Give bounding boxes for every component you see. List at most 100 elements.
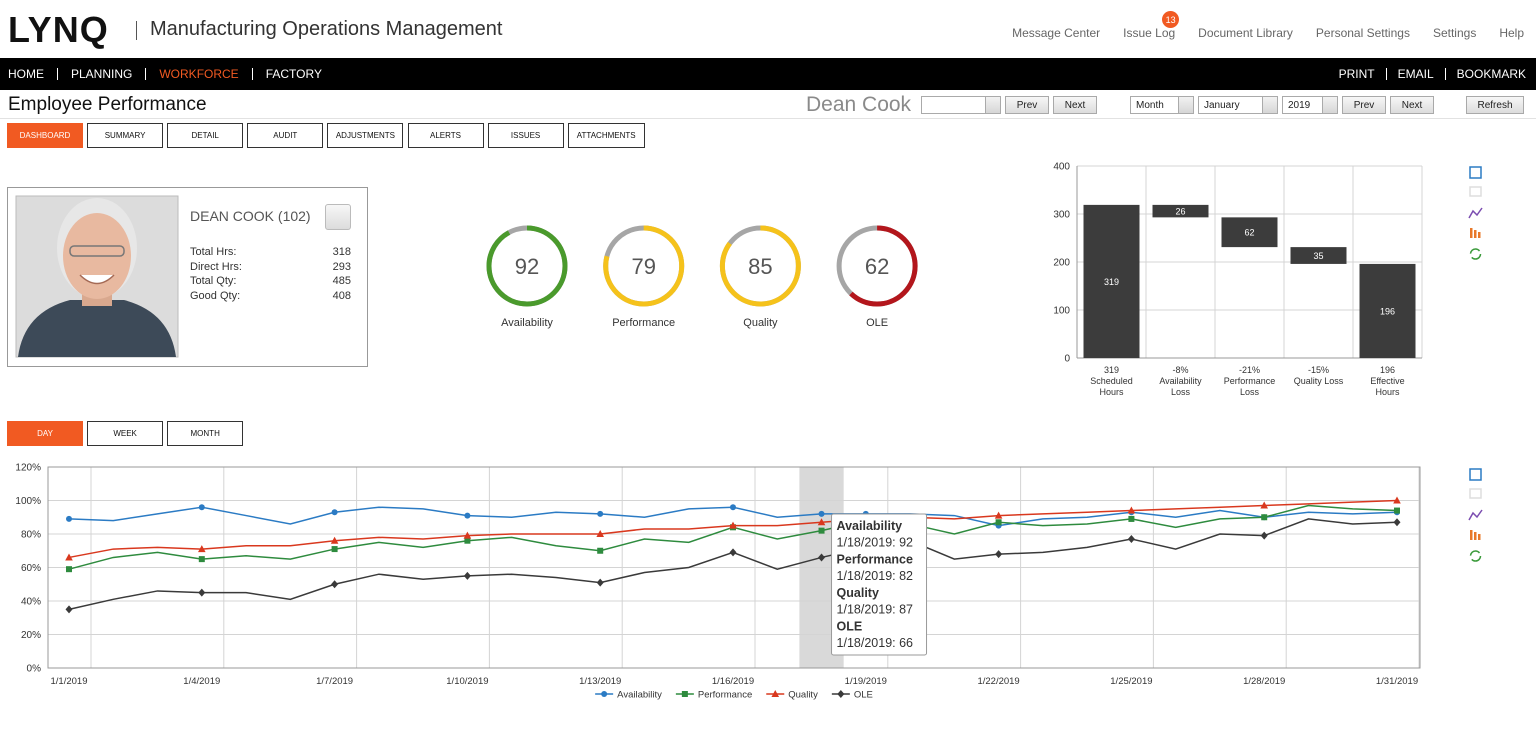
employee-select[interactable] bbox=[921, 96, 1001, 114]
marker bbox=[198, 588, 206, 597]
prev-button[interactable]: Prev bbox=[1342, 96, 1386, 114]
nav-item[interactable]: BOOKMARK bbox=[1444, 68, 1526, 80]
stat-value: 485 bbox=[332, 275, 351, 288]
x-tick-label: Scheduled Hours bbox=[1090, 376, 1133, 397]
nav-item[interactable]: FACTORY bbox=[251, 68, 335, 80]
tab[interactable]: WEEK bbox=[87, 421, 164, 446]
month-select[interactable]: January bbox=[1198, 96, 1278, 114]
y-tick-label: 20% bbox=[21, 630, 41, 641]
nav-bar bbox=[0, 58, 1536, 90]
gauge-label: Quality bbox=[743, 317, 778, 329]
marker bbox=[994, 511, 1003, 519]
refresh-button[interactable]: Refresh bbox=[1466, 96, 1524, 114]
icon-line bbox=[1468, 509, 1483, 521]
y-tick-label: 100 bbox=[1053, 306, 1070, 317]
next-button[interactable]: Next bbox=[1390, 96, 1434, 114]
marker bbox=[330, 536, 339, 544]
header-link[interactable]: Message Center bbox=[1012, 26, 1101, 40]
tooltip-name: Quality bbox=[837, 586, 879, 600]
marker bbox=[1128, 515, 1135, 522]
tab[interactable]: ALERTS bbox=[407, 123, 484, 148]
marker bbox=[463, 571, 471, 580]
period-select[interactable]: Month bbox=[1130, 96, 1194, 114]
x-tick-label: 1/19/2019 bbox=[845, 676, 887, 687]
marker bbox=[601, 691, 608, 697]
stat-label: Total Qty: bbox=[190, 275, 237, 288]
series-line bbox=[68, 504, 1398, 570]
employee-photo bbox=[15, 195, 179, 358]
icon-bar bbox=[1470, 530, 1473, 540]
prev-button[interactable]: Prev bbox=[1005, 96, 1049, 114]
employee-label: DEAN COOK (102) bbox=[190, 208, 311, 224]
marker bbox=[66, 566, 72, 573]
tab[interactable]: ISSUES bbox=[487, 123, 564, 148]
bar bbox=[1290, 247, 1347, 264]
marker bbox=[596, 578, 604, 587]
marker bbox=[65, 605, 73, 614]
tab[interactable]: SUMMARY bbox=[87, 123, 164, 148]
y-tick-label: 300 bbox=[1053, 210, 1070, 221]
app-title: Manufacturing Operations Management bbox=[150, 18, 503, 40]
data-label: 35 bbox=[1313, 251, 1323, 261]
tab[interactable]: DASHBOARD bbox=[7, 123, 83, 148]
stat-value: 293 bbox=[332, 260, 351, 273]
marker bbox=[817, 518, 826, 526]
icon-bar bbox=[1470, 228, 1473, 238]
stat-label: Total Hrs: bbox=[190, 246, 237, 258]
marker bbox=[198, 504, 205, 511]
icon-select bbox=[1469, 166, 1482, 179]
tooltip-value: 1/18/2019: 82 bbox=[837, 569, 914, 583]
marker bbox=[1393, 518, 1401, 527]
year-select[interactable]: 2019 bbox=[1282, 96, 1338, 114]
y-tick-label: 400 bbox=[1053, 162, 1070, 173]
x-tick-note: -15% bbox=[1307, 365, 1329, 375]
marker bbox=[729, 548, 737, 557]
chart-button[interactable] bbox=[325, 204, 351, 230]
header-link[interactable]: Personal Settings bbox=[1315, 26, 1410, 40]
tab[interactable]: AUDIT bbox=[247, 123, 324, 148]
tooltip-value: 1/18/2019: 92 bbox=[837, 536, 914, 550]
separator bbox=[136, 21, 137, 40]
photo-shoulders bbox=[18, 300, 176, 357]
header-link[interactable]: Issue Log 13 bbox=[1123, 11, 1180, 40]
x-tick-label: 1/31/2019 bbox=[1376, 676, 1418, 687]
chart-toolbar bbox=[1468, 166, 1483, 260]
data-label: 319 bbox=[1104, 277, 1119, 287]
tab[interactable]: ADJUSTMENTS bbox=[327, 123, 404, 148]
nav-item[interactable]: PLANNING bbox=[57, 68, 145, 80]
x-tick-label: Availability Loss bbox=[1159, 376, 1202, 397]
tooltip-value: 1/18/2019: 87 bbox=[837, 603, 914, 617]
header-link[interactable]: Document Library bbox=[1198, 26, 1293, 40]
tab[interactable]: DAY bbox=[7, 421, 83, 446]
nav-item[interactable]: EMAIL bbox=[1385, 68, 1445, 80]
marker bbox=[1127, 535, 1135, 544]
tab[interactable]: ATTACHMENTS bbox=[567, 123, 645, 148]
icon-refresh bbox=[1469, 550, 1482, 562]
marker bbox=[65, 553, 73, 561]
next-button[interactable]: Next bbox=[1053, 96, 1097, 114]
nav-item[interactable]: HOME bbox=[8, 67, 44, 81]
marker bbox=[681, 691, 688, 697]
legend-label: OLE bbox=[854, 690, 873, 701]
marker bbox=[818, 527, 825, 534]
nav-right: PRINT EMAIL BOOKMARK bbox=[1339, 68, 1526, 80]
gauge-value: 92 bbox=[515, 254, 539, 279]
nav-left: HOME PLANNING WORKFORCE FACTORY bbox=[8, 68, 335, 80]
tab[interactable]: DETAIL bbox=[167, 123, 244, 148]
gauge-arc bbox=[836, 225, 918, 307]
chart-toolbar bbox=[1468, 468, 1483, 562]
tab[interactable]: MONTH bbox=[167, 421, 244, 446]
tooltip: Availability 1/18/2019: 92 Performance 1/18… bbox=[831, 513, 928, 656]
divider bbox=[0, 118, 1536, 119]
issue-badge: 13 bbox=[1162, 11, 1180, 28]
marker bbox=[198, 556, 205, 563]
header-link[interactable]: Help bbox=[1499, 26, 1524, 40]
nav-item[interactable]: PRINT bbox=[1338, 67, 1375, 81]
marker bbox=[597, 547, 604, 554]
tooltip-box bbox=[831, 513, 928, 656]
icon-zoom bbox=[1469, 186, 1482, 197]
x-tick-label: 1/28/2019 bbox=[1243, 676, 1285, 687]
nav-item[interactable]: WORKFORCE bbox=[145, 68, 251, 80]
header-link[interactable]: Settings bbox=[1432, 26, 1477, 40]
